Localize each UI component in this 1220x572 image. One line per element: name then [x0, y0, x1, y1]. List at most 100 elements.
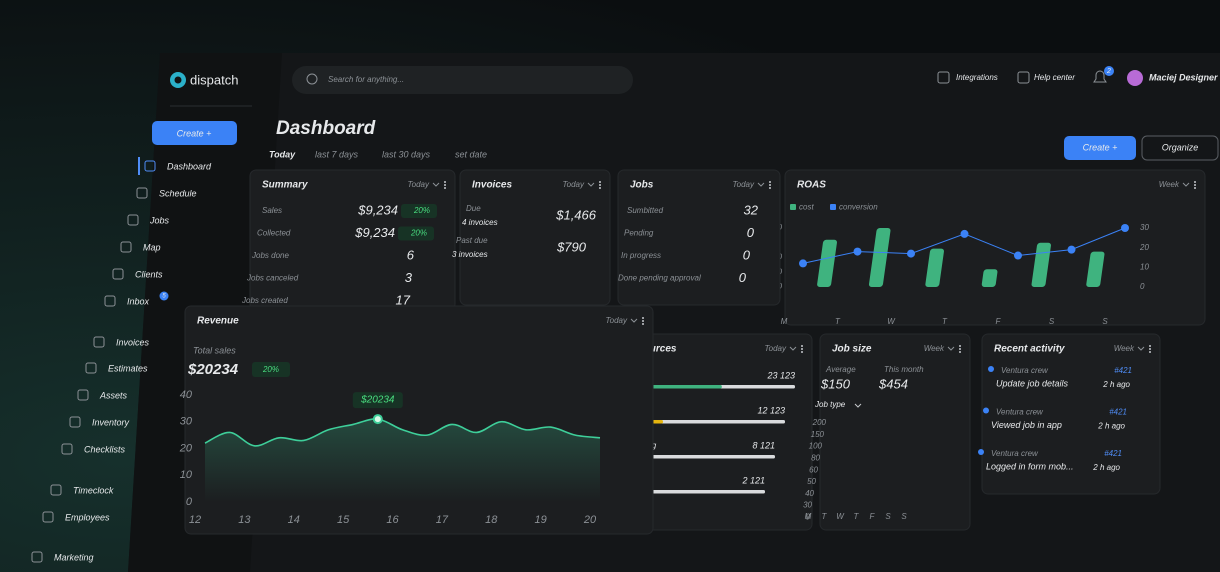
- nav-badge: [159, 291, 169, 301]
- conversion-point: [799, 259, 807, 268]
- nav-item[interactable]: Map: [143, 242, 161, 252]
- menu-dot: [642, 320, 644, 322]
- y-tick-label: 0: [186, 496, 193, 508]
- axis-label: 40: [805, 489, 814, 498]
- total-value: $20234: [187, 361, 239, 378]
- x-tick-label: S: [1049, 317, 1055, 326]
- nav-icon: [136, 187, 148, 199]
- menu-dot: [1194, 184, 1196, 186]
- nav-item[interactable]: Marketing: [54, 552, 94, 562]
- y2-tick-label: 30: [1140, 223, 1149, 232]
- period-select[interactable]: Week: [924, 344, 945, 353]
- integrations-icon: [937, 71, 950, 84]
- organize-button[interactable]: [1141, 135, 1219, 161]
- nav-icon: [104, 295, 116, 307]
- nav-icon: [77, 389, 89, 401]
- invoice-amount: $1,466: [555, 207, 597, 222]
- invoice-label: Past due: [456, 236, 488, 245]
- notification-badge: [1104, 66, 1114, 76]
- activity-dot: [983, 407, 989, 414]
- conversion-point: [1121, 224, 1129, 232]
- job-count: 0: [747, 225, 755, 240]
- x-tick-label: W: [887, 317, 896, 326]
- menu-dot: [801, 345, 803, 347]
- period-select[interactable]: Today: [733, 180, 756, 189]
- nav-icon: [144, 160, 156, 172]
- nav-item[interactable]: Schedule: [159, 188, 197, 198]
- menu-dot: [959, 351, 961, 353]
- stat-value: $150: [820, 376, 851, 391]
- menu-dot: [599, 187, 601, 189]
- axis-label: 30: [803, 501, 812, 510]
- day-label: T: [822, 512, 828, 521]
- avatar[interactable]: [1127, 70, 1143, 86]
- nav-icon: [50, 484, 62, 496]
- y-tick-label: 10: [180, 469, 193, 481]
- create-button[interactable]: [1064, 136, 1136, 160]
- create-button[interactable]: [152, 121, 237, 145]
- job-id[interactable]: #421: [1109, 408, 1127, 417]
- axis-label: 80: [811, 454, 820, 463]
- card: [784, 169, 1206, 326]
- day-label: M: [805, 512, 812, 521]
- activity-text: Update job details: [996, 378, 1069, 388]
- date-tab[interactable]: last 7 days: [315, 149, 359, 159]
- x-tick-label: 19: [535, 514, 547, 526]
- nav-item[interactable]: Estimates: [108, 363, 148, 373]
- card: [617, 169, 781, 306]
- menu-dot: [801, 351, 803, 353]
- integrations[interactable]: Integrations: [956, 73, 998, 82]
- user-name[interactable]: Maciej Designer: [1149, 72, 1218, 82]
- nav-icon: [61, 443, 73, 455]
- create-label[interactable]: Create +: [1083, 142, 1118, 152]
- activity-dot: [988, 366, 994, 372]
- search-bar[interactable]: [292, 66, 633, 94]
- nav-badge-count: 5: [162, 294, 166, 300]
- lead-count: 23 123: [766, 370, 795, 380]
- card: [981, 333, 1161, 495]
- legend-swatch: [830, 204, 836, 210]
- day-label: T: [854, 512, 860, 521]
- active-indicator: [138, 157, 140, 175]
- x-tick-label: 20: [583, 514, 597, 526]
- nav-item[interactable]: Timeclock: [73, 485, 114, 495]
- chevron: [789, 346, 797, 351]
- job-status: Done pending approval: [618, 274, 701, 283]
- conversion-point: [1067, 245, 1076, 254]
- logo-icon: [174, 76, 182, 84]
- nav-item[interactable]: Inventory: [92, 417, 130, 427]
- help-center[interactable]: Help center: [1034, 73, 1075, 82]
- bell-icon[interactable]: [1093, 70, 1107, 83]
- job-id[interactable]: #421: [1104, 449, 1122, 458]
- x-tick-label: 14: [288, 514, 300, 526]
- tooltip-value: $20234: [360, 395, 395, 406]
- date-tab[interactable]: last 30 days: [382, 149, 431, 159]
- nav-item[interactable]: Invoices: [116, 337, 150, 347]
- x-tick-label: S: [1102, 317, 1108, 326]
- period-select[interactable]: Today: [563, 180, 586, 189]
- nav-item[interactable]: Dashboard: [167, 161, 212, 171]
- date-tab[interactable]: set date: [455, 149, 487, 159]
- job-type-select[interactable]: Job type: [814, 400, 846, 409]
- search-placeholder[interactable]: Search for anything...: [328, 75, 404, 84]
- card-title: Job size: [832, 344, 872, 355]
- period-select[interactable]: Today: [765, 344, 788, 353]
- chevron: [854, 403, 862, 408]
- organize-label[interactable]: Organize: [1162, 142, 1199, 152]
- period-select[interactable]: Today: [606, 316, 629, 325]
- legend-label: cost: [799, 203, 814, 212]
- period-select[interactable]: Week: [1114, 344, 1135, 353]
- revenue-line: [204, 418, 601, 447]
- axis-label: 50: [807, 477, 816, 486]
- job-id[interactable]: #421: [1114, 366, 1132, 375]
- period-select[interactable]: Today: [408, 180, 431, 189]
- date-tab[interactable]: Today: [269, 149, 296, 159]
- nav-item[interactable]: Employees: [65, 512, 110, 522]
- nav-item[interactable]: Assets: [99, 390, 128, 400]
- nav-item[interactable]: Clients: [135, 269, 163, 279]
- nav-item[interactable]: Checklists: [84, 444, 126, 454]
- period-select[interactable]: Week: [1159, 180, 1180, 189]
- nav-item[interactable]: Inbox: [127, 296, 150, 306]
- create-label[interactable]: Create +: [177, 128, 212, 138]
- nav-item[interactable]: Jobs: [149, 215, 170, 225]
